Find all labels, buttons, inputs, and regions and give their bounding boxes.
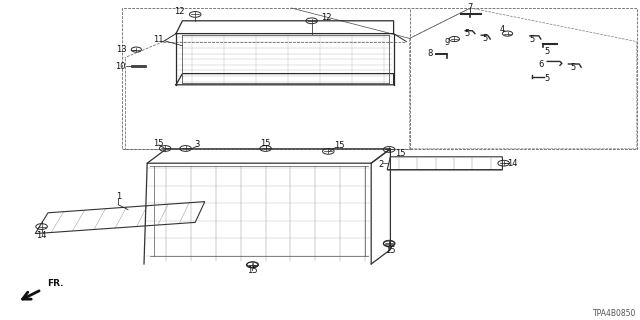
Text: 13: 13: [116, 45, 127, 54]
Text: 9: 9: [444, 38, 449, 47]
Text: 15: 15: [248, 266, 258, 275]
Text: 5: 5: [570, 63, 575, 72]
Text: 15: 15: [385, 246, 396, 255]
Text: 5: 5: [544, 74, 549, 83]
Text: 11: 11: [154, 35, 164, 44]
Text: 14: 14: [507, 159, 517, 168]
Text: 15: 15: [395, 149, 405, 158]
Polygon shape: [131, 65, 146, 67]
Text: 7: 7: [468, 3, 473, 12]
Text: 5: 5: [545, 47, 550, 56]
Text: 14: 14: [36, 231, 47, 240]
Text: 10: 10: [115, 62, 125, 71]
Text: 3: 3: [195, 140, 200, 148]
Text: 2: 2: [378, 160, 383, 169]
Text: 5: 5: [483, 34, 488, 43]
Text: 4: 4: [500, 25, 505, 34]
Text: 5: 5: [530, 35, 535, 44]
Text: 5: 5: [465, 29, 470, 38]
Text: 1: 1: [116, 192, 121, 201]
Text: 15: 15: [260, 139, 271, 148]
Text: 8: 8: [428, 49, 433, 58]
Text: FR.: FR.: [47, 279, 63, 288]
Text: TPA4B0850: TPA4B0850: [593, 309, 637, 318]
Text: 15: 15: [334, 141, 344, 150]
Text: 15: 15: [154, 139, 164, 148]
Text: 6: 6: [538, 60, 543, 68]
Text: 12: 12: [174, 7, 184, 16]
Text: 12: 12: [321, 13, 332, 22]
